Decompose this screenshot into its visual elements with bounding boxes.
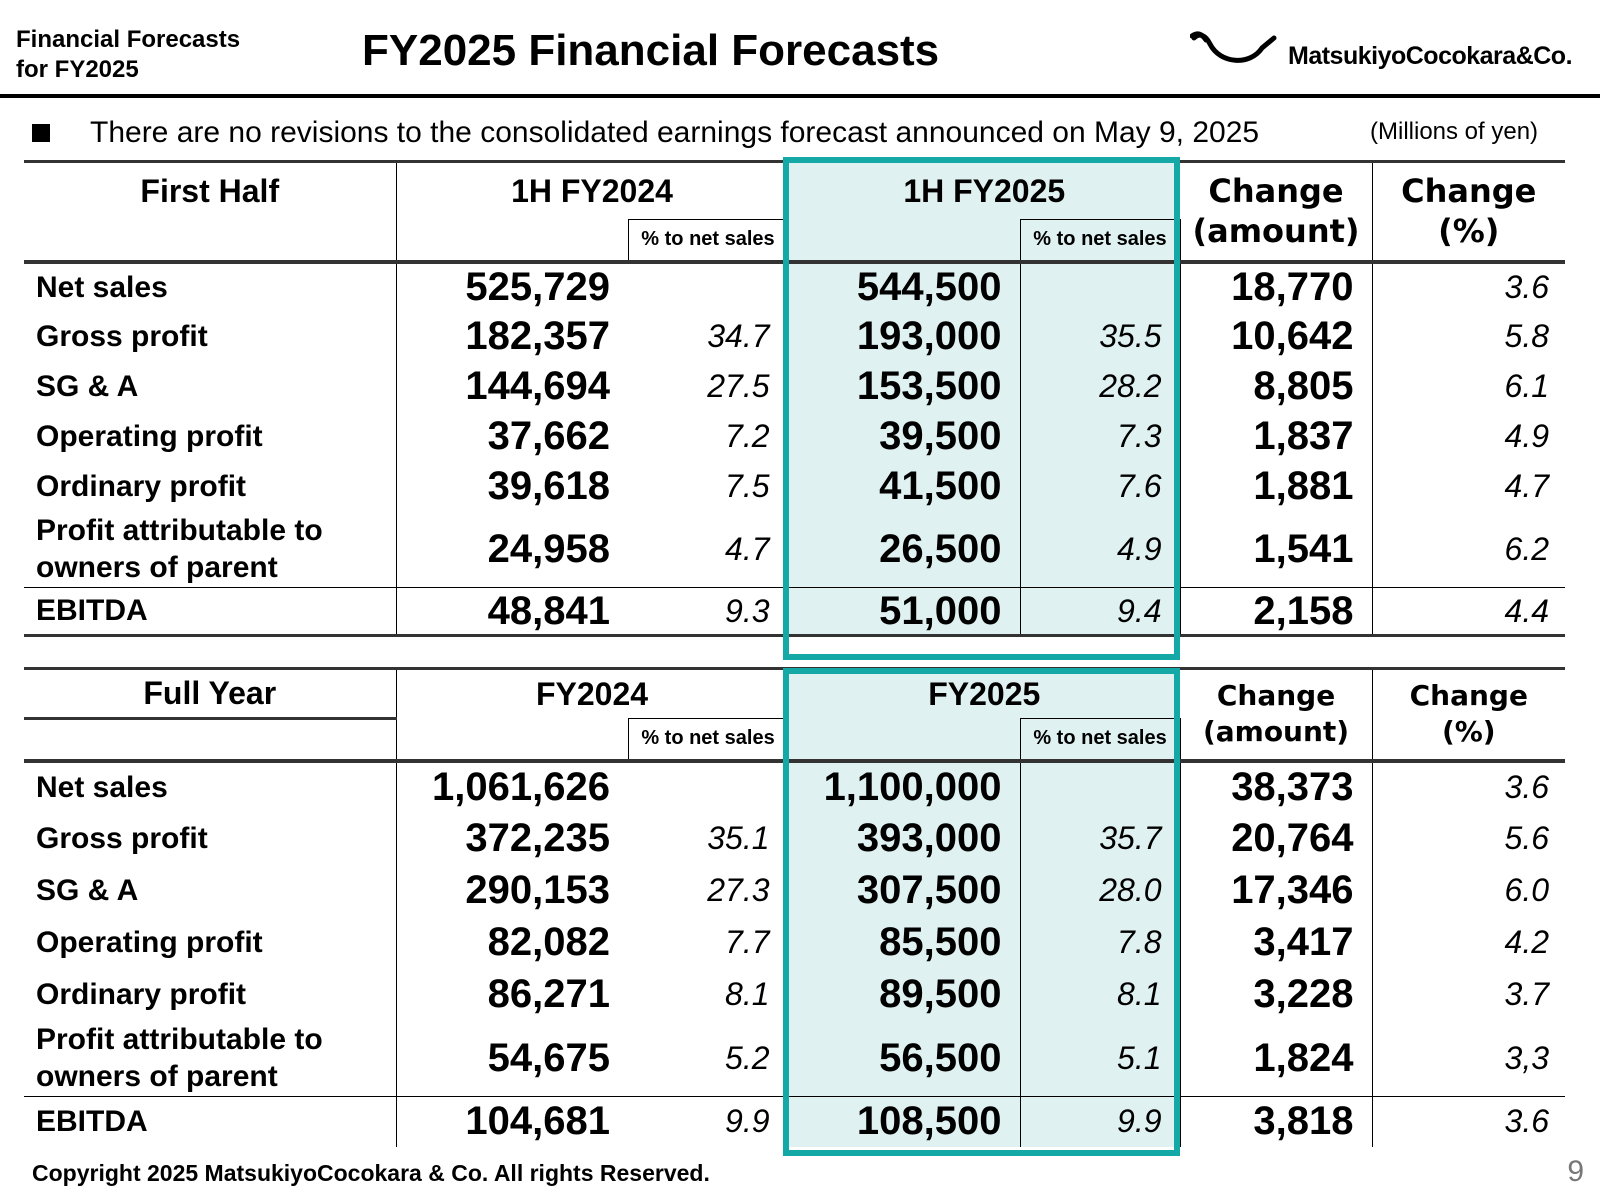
square-bullet-icon <box>32 124 50 142</box>
curr-period-header: FY2025 <box>788 668 1181 719</box>
revision-note-text: There are no revisions to the consolidat… <box>90 116 1260 149</box>
change-amount-header: Change (amount) <box>1180 668 1373 761</box>
page-number: 9 <box>1567 1155 1584 1188</box>
table-row: Operating profit 82,082 7.7 85,500 7.8 3… <box>24 916 1565 969</box>
pct-to-net-sales-header: % to net sales <box>1019 219 1181 262</box>
table-row: Gross profit 372,235 35.1 393,000 35.7 2… <box>24 812 1565 865</box>
copyright-footer: Copyright 2025 MatsukiyoCocokara & Co. A… <box>32 1160 710 1186</box>
change-amount-header: Change (amount) <box>1180 161 1373 262</box>
prev-period-header: 1H FY2024 <box>396 161 789 220</box>
logo-smile-icon <box>1190 31 1277 63</box>
pct-to-net-sales-header: % to net sales <box>1019 718 1181 761</box>
page-title: FY2025 Financial Forecasts <box>362 26 940 75</box>
curr-period-header: 1H FY2025 <box>788 161 1180 220</box>
revision-note: There are no revisions to the consolidat… <box>32 116 1259 150</box>
section-label-line2: for FY2025 <box>16 56 139 83</box>
full-year-label: Full Year <box>24 668 397 720</box>
unit-label: (Millions of yen) <box>1370 118 1539 145</box>
table-row: Ordinary profit 39,618 7.5 41,500 7.6 1,… <box>24 461 1565 512</box>
full-year-table: Full Year FY2024 FY2025 Change (amount) … <box>24 667 1566 1147</box>
table-row: Gross profit 182,357 34.7 193,000 35.5 1… <box>24 311 1565 362</box>
change-pct-header: Change (%) <box>1401 172 1537 251</box>
first-half-label: First Half <box>24 161 397 262</box>
change-pct-header: Change (%) <box>1409 679 1528 749</box>
table-row: SG & A 144,694 27.5 153,500 28.2 8,805 6… <box>24 361 1565 412</box>
table-row: Operating profit 37,662 7.2 39,500 7.3 1… <box>24 411 1565 462</box>
table-row: Profit attributable to owners of parent … <box>24 1020 1566 1097</box>
table-row: EBITDA 48,841 9.3 51,000 9.4 2,158 4.4 <box>24 587 1565 636</box>
pct-to-net-sales-header: % to net sales <box>627 718 789 761</box>
pct-to-net-sales-header: % to net sales <box>627 219 789 262</box>
logo-text: MatsukiyoCocokara&Co. <box>1288 41 1573 70</box>
company-logo: MatsukiyoCocokara&Co. <box>1190 30 1573 74</box>
table-row: Net sales 1,061,626 1,100,000 38,373 3.6 <box>24 760 1565 813</box>
prev-period-header: FY2024 <box>396 668 789 719</box>
table-row: Ordinary profit 86,271 8.1 89,500 8.1 3,… <box>24 968 1565 1021</box>
header-rule <box>0 94 1600 98</box>
section-label-line1: Financial Forecasts <box>16 26 241 53</box>
table-row: EBITDA 104,681 9.9 108,500 9.9 3,818 3.6 <box>24 1096 1565 1147</box>
first-half-table: First Half 1H FY2024 1H FY2025 Change (a… <box>24 160 1565 637</box>
section-label: Financial Forecasts for FY2025 <box>16 25 240 85</box>
table-row: Net sales 525,729 544,500 18,770 3.6 <box>24 261 1565 312</box>
table-row: Profit attributable to owners of parent … <box>24 511 1565 588</box>
table-row: SG & A 290,153 27.3 307,500 28.0 17,346 … <box>24 864 1565 917</box>
